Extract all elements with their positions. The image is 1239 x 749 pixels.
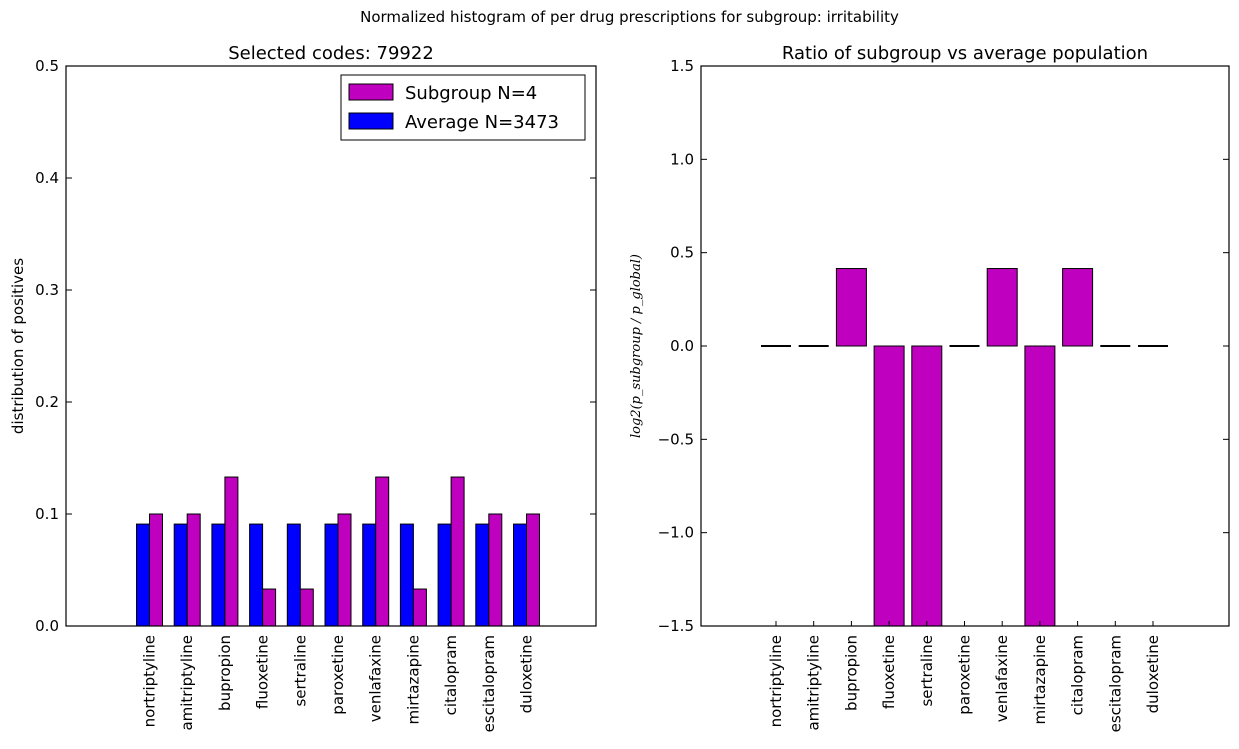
right-plot-frame (700, 65, 1230, 627)
x-tick-label-bupropion: bupropion (216, 635, 234, 711)
right-y-axis-label: log2(p_subgroup / p_global) (629, 254, 644, 438)
x-tick-label-duloxetine: duloxetine (518, 635, 536, 713)
x-tick-label-paroxetine: paroxetine (329, 635, 347, 715)
x-tick-label-fluoxetine: fluoxetine (880, 635, 898, 709)
ratio-bar-bupropion (835, 268, 867, 347)
bar-average-sertraline (286, 523, 301, 627)
y-tick-label: 1.0 (670, 150, 694, 168)
bar-subgroup-duloxetine (526, 513, 540, 627)
bar-average-amitriptyline (173, 523, 188, 627)
bar-average-bupropion (211, 523, 226, 627)
y-tick-label: −0.5 (658, 430, 694, 448)
bar-average-mirtazapine (399, 523, 414, 627)
x-tick-label-sertraline: sertraline (291, 635, 309, 707)
bar-subgroup-venlafaxine (375, 476, 390, 627)
x-tick-label-nortriptyline: nortriptyline (767, 635, 785, 727)
bar-average-venlafaxine (362, 523, 377, 627)
ratio-bar-citalopram (1062, 268, 1094, 347)
right-chart-title: Ratio of subgroup vs average population (782, 43, 1148, 64)
y-tick-label: 0.4 (35, 169, 59, 187)
left-plot-frame (65, 65, 597, 627)
figure-title: Normalized histogram of per drug prescri… (360, 8, 899, 26)
y-tick-label: −1.5 (658, 617, 694, 635)
legend-label-subgroup: Subgroup N=4 (405, 83, 537, 104)
x-tick-label-mirtazapine: mirtazapine (404, 635, 422, 725)
y-tick-label: 0.0 (670, 337, 694, 355)
bar-subgroup-citalopram (450, 476, 465, 627)
y-tick-label: 0.1 (35, 505, 59, 523)
bar-average-escitalopram (475, 523, 490, 627)
x-tick-label-escitalopram: escitalopram (1106, 635, 1124, 732)
bar-subgroup-fluoxetine (262, 588, 277, 627)
y-tick-label: 1.5 (670, 57, 694, 75)
right-chart: Ratio of subgroup vs average population … (629, 43, 1230, 732)
x-tick-label-amitriptyline: amitriptyline (805, 635, 823, 731)
y-tick-label: 0.5 (35, 57, 59, 75)
bar-average-citalopram (437, 523, 452, 627)
bar-average-paroxetine (324, 523, 339, 627)
x-tick-label-citalopram: citalopram (1069, 635, 1087, 715)
left-chart-title: Selected codes: 79922 (228, 43, 434, 64)
left-chart: Selected codes: 79922 distribution of po… (9, 43, 597, 732)
bar-average-duloxetine (513, 523, 527, 627)
legend-swatch-average (348, 112, 394, 130)
bar-subgroup-sertraline (299, 588, 314, 627)
y-tick-label: 0.3 (35, 281, 59, 299)
bar-subgroup-nortriptyline (149, 513, 163, 627)
x-tick-label-venlafaxine: venlafaxine (367, 635, 385, 722)
x-tick-label-amitriptyline: amitriptyline (178, 635, 196, 731)
bar-average-nortriptyline (136, 523, 150, 627)
bar-average-fluoxetine (249, 523, 264, 627)
ratio-bar-mirtazapine (1024, 345, 1056, 627)
y-tick-label: 0.5 (670, 244, 694, 262)
y-tick-label: −1.0 (658, 524, 694, 542)
x-tick-label-venlafaxine: venlafaxine (993, 635, 1011, 722)
bar-subgroup-mirtazapine (412, 588, 427, 627)
ratio-bar-sertraline (911, 345, 943, 627)
left-y-axis-label: distribution of positives (9, 258, 27, 434)
left-legend: Subgroup N=4 Average N=3473 (340, 74, 586, 141)
x-tick-label-bupropion: bupropion (842, 635, 860, 711)
legend-label-average: Average N=3473 (405, 112, 559, 133)
ratio-bar-venlafaxine (986, 268, 1018, 347)
bar-subgroup-bupropion (224, 476, 239, 627)
x-tick-label-nortriptyline: nortriptyline (141, 635, 159, 727)
bar-subgroup-paroxetine (337, 513, 352, 627)
legend-swatch-subgroup (348, 83, 394, 101)
bar-subgroup-amitriptyline (186, 513, 201, 627)
x-tick-label-sertraline: sertraline (918, 635, 936, 707)
x-tick-label-duloxetine: duloxetine (1144, 635, 1162, 713)
x-tick-label-escitalopram: escitalopram (480, 635, 498, 732)
x-tick-label-citalopram: citalopram (442, 635, 460, 715)
y-tick-label: 0.0 (35, 617, 59, 635)
ratio-bar-fluoxetine (873, 345, 905, 627)
x-tick-label-mirtazapine: mirtazapine (1031, 635, 1049, 725)
bar-subgroup-escitalopram (488, 513, 503, 627)
y-tick-label: 0.2 (35, 393, 59, 411)
x-tick-label-paroxetine: paroxetine (956, 635, 974, 715)
x-tick-label-fluoxetine: fluoxetine (254, 635, 272, 709)
